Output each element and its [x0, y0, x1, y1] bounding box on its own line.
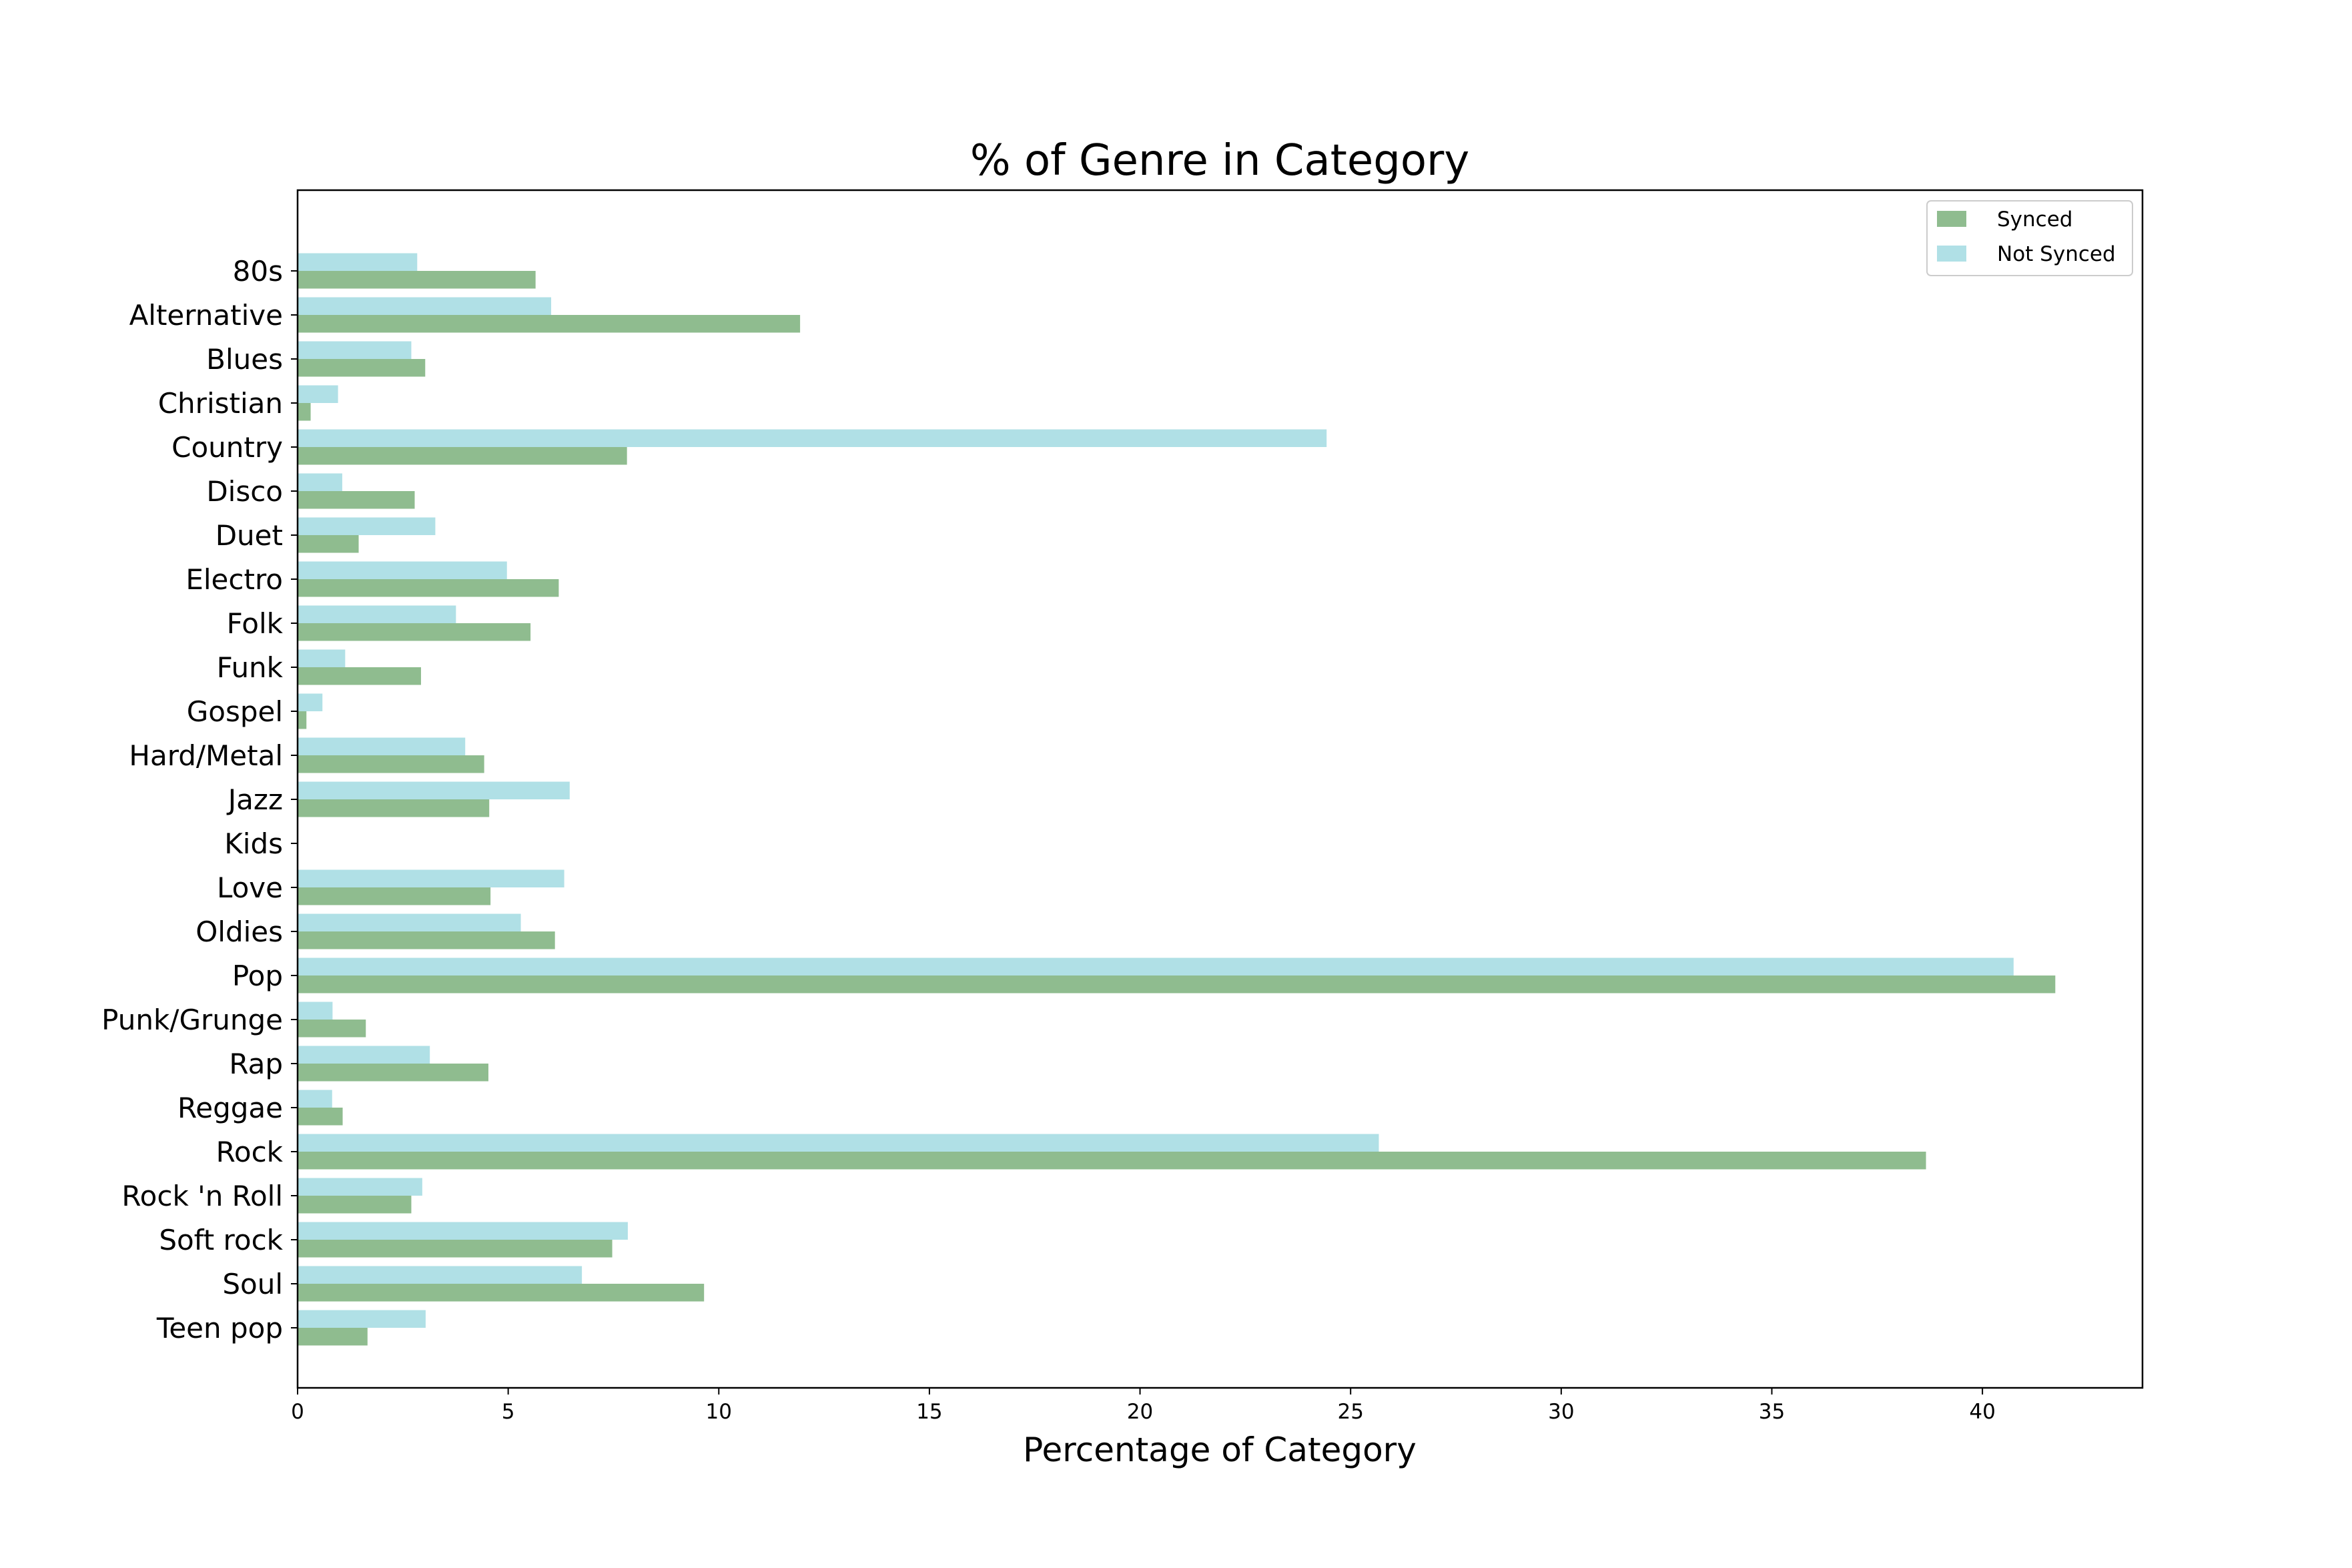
bar-synced-alternative: [298, 315, 801, 333]
y-tick-label-blues: Blues: [206, 343, 283, 376]
x-tick-label-10: 10: [706, 1400, 732, 1424]
y-tick-label-love: Love: [217, 871, 283, 904]
legend-box: [1926, 200, 2133, 276]
x-axis-ticks: 0 5 10 15 20 25 30 35 40: [291, 1388, 1996, 1424]
bar-synced-folk: [298, 623, 531, 641]
x-tick-label-35: 35: [1759, 1400, 1785, 1424]
legend-label-not-synced: Not Synced: [1997, 242, 2116, 266]
legend-swatch-not-synced: [1937, 246, 1966, 262]
bar-not-synced-folk: [298, 605, 456, 623]
bar-not-synced-rap: [298, 1046, 430, 1064]
bar-not-synced-soft-rock: [298, 1222, 628, 1240]
bar-not-synced-pop: [298, 957, 2014, 975]
legend-label-synced: Synced: [1997, 208, 2072, 232]
y-tick-label-soul: Soul: [222, 1268, 283, 1300]
bar-not-synced-reggae: [298, 1090, 332, 1108]
bar-not-synced-rock: [298, 1134, 1379, 1152]
bars-group: [298, 253, 2056, 1346]
bar-not-synced-jazz: [298, 781, 570, 799]
bar-synced-gospel: [298, 711, 307, 729]
bar-synced-jazz: [298, 799, 490, 817]
bar-not-synced-80s: [298, 253, 418, 271]
bar-not-synced-blues: [298, 341, 412, 359]
y-tick-label-rock: Rock: [216, 1136, 284, 1168]
bar-synced-love: [298, 887, 491, 905]
bar-synced-rock: [298, 1152, 1926, 1170]
y-tick-label-rock-n-roll: Rock 'n Roll: [121, 1180, 283, 1212]
bar-not-synced-soul: [298, 1266, 582, 1284]
y-tick-label-reggae: Reggae: [177, 1092, 283, 1124]
bar-synced-soft-rock: [298, 1240, 613, 1258]
y-tick-label-disco: Disco: [206, 475, 283, 508]
bar-synced-christian: [298, 403, 311, 421]
y-tick-label-oldies: Oldies: [195, 915, 283, 948]
y-tick-label-rap: Rap: [229, 1048, 283, 1080]
y-tick-label-punk-grunge: Punk/Grunge: [101, 1004, 283, 1036]
bar-synced-funk: [298, 667, 421, 685]
bar-synced-rap: [298, 1064, 488, 1082]
bar-synced-hard-metal: [298, 755, 484, 773]
bar-not-synced-funk: [298, 649, 346, 667]
y-tick-label-christian: Christian: [158, 387, 283, 420]
x-tick-label-25: 25: [1337, 1400, 1363, 1424]
y-tick-label-kids: Kids: [224, 827, 283, 860]
legend: Synced Not Synced: [1926, 200, 2133, 276]
y-tick-label-gospel: Gospel: [187, 695, 283, 728]
x-tick-label-40: 40: [1969, 1400, 1995, 1424]
bar-not-synced-alternative: [298, 297, 552, 315]
bar-not-synced-love: [298, 869, 564, 887]
y-tick-label-pop: Pop: [232, 959, 283, 992]
bar-synced-country: [298, 447, 627, 465]
bar-not-synced-country: [298, 429, 1327, 447]
bar-not-synced-christian: [298, 385, 338, 403]
bar-synced-soul: [298, 1284, 705, 1302]
y-tick-label-folk: Folk: [227, 607, 284, 640]
bar-synced-teen-pop: [298, 1328, 368, 1346]
x-tick-label-0: 0: [291, 1400, 304, 1424]
bar-not-synced-gospel: [298, 693, 323, 711]
bar-not-synced-disco: [298, 473, 342, 491]
x-axis-label: Percentage of Category: [1023, 1431, 1417, 1469]
x-tick-label-20: 20: [1127, 1400, 1153, 1424]
chart-title: % of Genre in Category: [970, 136, 1469, 185]
bar-not-synced-electro: [298, 561, 507, 579]
bar-not-synced-oldies: [298, 913, 521, 931]
bar-synced-punk-grunge: [298, 1020, 366, 1038]
x-tick-label-15: 15: [916, 1400, 942, 1424]
bar-synced-80s: [298, 271, 536, 289]
bar-synced-reggae: [298, 1108, 343, 1126]
bar-synced-rock-n-roll: [298, 1196, 412, 1214]
y-tick-label-soft-rock: Soft rock: [159, 1224, 283, 1256]
x-tick-label-5: 5: [502, 1400, 515, 1424]
bar-synced-pop: [298, 975, 2056, 994]
plot-frame: [296, 189, 2144, 1389]
y-tick-label-funk: Funk: [217, 651, 284, 684]
bar-synced-blues: [298, 359, 426, 377]
y-tick-label-hard-metal: Hard/Metal: [129, 739, 283, 772]
y-tick-label-country: Country: [171, 431, 283, 464]
y-tick-label-electro: Electro: [185, 563, 283, 596]
bar-synced-duet: [298, 535, 359, 553]
bar-not-synced-hard-metal: [298, 737, 466, 755]
bar-not-synced-teen-pop: [298, 1310, 426, 1328]
bar-not-synced-rock-n-roll: [298, 1178, 422, 1196]
x-tick-label-30: 30: [1548, 1400, 1574, 1424]
y-tick-label-alternative: Alternative: [129, 299, 283, 332]
legend-swatch-synced: [1937, 211, 1966, 227]
y-axis-ticks: 80s Alternative Blues Christian Country Disco…: [101, 255, 298, 1344]
y-tick-label-duet: Duet: [216, 519, 283, 552]
bar-synced-oldies: [298, 931, 555, 949]
y-tick-label-teen-pop: Teen pop: [156, 1312, 283, 1344]
y-tick-label-jazz: Jazz: [226, 783, 283, 816]
bar-not-synced-duet: [298, 517, 436, 535]
bar-synced-disco: [298, 491, 415, 509]
y-tick-label-80s: 80s: [233, 255, 283, 288]
bar-synced-electro: [298, 579, 559, 597]
bar-not-synced-punk-grunge: [298, 1002, 333, 1020]
